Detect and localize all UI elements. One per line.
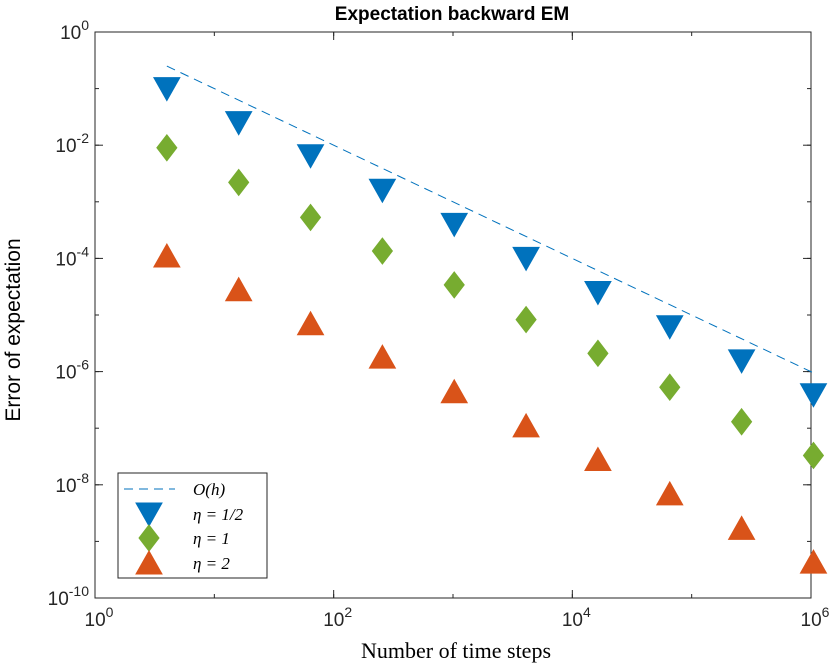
data-point-series-1 xyxy=(368,178,397,204)
data-point-series-1 xyxy=(799,383,828,408)
data-point-series-3 xyxy=(152,243,181,268)
y-tick-label: 10-10 xyxy=(48,583,90,610)
y-axis-label: Error of expectation xyxy=(2,238,25,421)
data-point-series-3 xyxy=(512,412,540,438)
y-tick-label: 10-6 xyxy=(55,357,89,384)
legend-label-o-h: O(h) xyxy=(193,480,225,499)
data-point-series-1 xyxy=(727,349,756,374)
x-tick-label: 100 xyxy=(85,604,114,631)
data-point-series-1 xyxy=(512,246,540,272)
data-point-series-1 xyxy=(224,111,253,136)
legend-marker-series-3 xyxy=(135,549,163,575)
data-point-series-3 xyxy=(655,480,684,506)
x-tick-label: 102 xyxy=(323,604,352,631)
legend-label-series-2: η = 1 xyxy=(193,529,230,548)
plot-area: 100 102 104 106 100 10-2 10-4 10-6 10-8 10-10 O(h)… xyxy=(48,17,830,631)
x-tick-label: 106 xyxy=(801,604,830,631)
legend-label-series-3: η = 2 xyxy=(193,554,230,573)
y-tick-label: 10-8 xyxy=(55,470,89,497)
y-tick-label: 10-4 xyxy=(55,243,89,270)
y-tick-label: 10-2 xyxy=(55,130,89,157)
data-point-series-2 xyxy=(802,441,825,470)
data-point-series-2 xyxy=(659,373,681,402)
data-point-series-1 xyxy=(655,315,684,340)
legend: O(h) η = 1/2 η = 1 η = 2 xyxy=(117,472,268,579)
data-point-series-2 xyxy=(299,203,322,232)
y-tick-label: 100 xyxy=(60,17,89,44)
data-point-series-3 xyxy=(368,344,397,369)
data-point-series-1 xyxy=(584,280,612,306)
data-point-series-3 xyxy=(584,446,612,471)
x-axis-label: Number of time steps xyxy=(361,638,551,663)
data-point-series-2 xyxy=(228,168,250,197)
legend-box xyxy=(117,472,268,579)
data-point-series-2 xyxy=(730,407,753,436)
data-point-series-3 xyxy=(440,378,469,404)
reference-line-o-h xyxy=(166,65,814,374)
legend-label-series-1: η = 1/2 xyxy=(193,505,244,524)
data-point-series-3 xyxy=(799,549,828,574)
data-point-series-2 xyxy=(371,237,394,265)
data-point-series-1 xyxy=(296,144,325,169)
data-point-series-2 xyxy=(443,271,465,299)
data-point-series-3 xyxy=(296,310,325,336)
data-point-series-1 xyxy=(152,77,181,102)
data-point-series-2 xyxy=(587,339,609,368)
legend-marker-series-1 xyxy=(135,502,163,528)
data-point-series-2 xyxy=(156,133,178,162)
data-point-series-3 xyxy=(224,276,253,302)
data-point-series-1 xyxy=(440,212,469,238)
x-tick-label: 104 xyxy=(562,604,591,631)
data-point-series-3 xyxy=(727,515,756,540)
chart-title: Expectation backward EM xyxy=(335,4,569,25)
data-point-series-2 xyxy=(515,305,537,334)
